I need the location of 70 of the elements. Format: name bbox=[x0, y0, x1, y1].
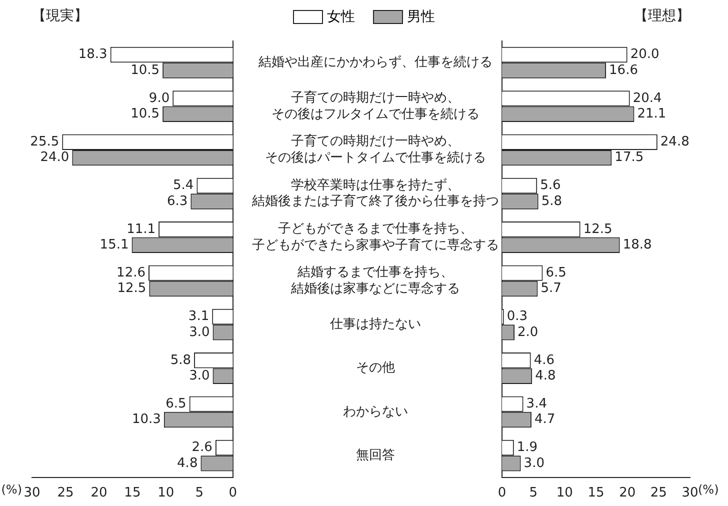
data-label: 3.0 bbox=[524, 456, 544, 471]
data-label: 10.5 bbox=[130, 106, 160, 122]
y-tick-label: 子育ての時期だけ一時やめ、その後はパートタイムで仕事を続ける bbox=[265, 133, 486, 166]
data-label: 24.0 bbox=[40, 150, 70, 166]
data-label: 21.1 bbox=[637, 106, 666, 122]
x-tick-label: 5 bbox=[529, 486, 538, 501]
x-tick-label: 5 bbox=[195, 486, 204, 501]
x-tick-label: 10 bbox=[158, 486, 174, 501]
data-label: 2.0 bbox=[518, 324, 538, 340]
x-tick-label: 0 bbox=[228, 486, 238, 501]
x-tick-label: 25 bbox=[57, 486, 74, 501]
x-tick-label: 30 bbox=[24, 486, 40, 501]
chart-title: 【理想】 bbox=[634, 8, 690, 24]
x-axis-title: (%) bbox=[698, 482, 719, 497]
data-label: 1.9 bbox=[516, 440, 538, 456]
data-label: 3.4 bbox=[526, 396, 547, 412]
data-label: 18.3 bbox=[78, 47, 108, 62]
data-label: 12.5 bbox=[117, 281, 146, 296]
data-label: 5.6 bbox=[540, 178, 561, 194]
data-label: 12.6 bbox=[116, 265, 146, 280]
y-tick-label: わからない bbox=[343, 404, 408, 420]
data-label: 6.5 bbox=[546, 265, 566, 280]
legend-label: 男性 bbox=[407, 8, 435, 26]
data-label: 17.5 bbox=[614, 150, 644, 166]
data-label: 4.6 bbox=[534, 352, 555, 368]
y-tick-label: その他 bbox=[356, 360, 395, 376]
y-tick-label: 無回答 bbox=[356, 448, 395, 463]
x-tick-label: 15 bbox=[588, 486, 604, 501]
data-label: 3.0 bbox=[189, 368, 210, 384]
data-label: 5.7 bbox=[540, 281, 562, 296]
data-label: 4.8 bbox=[535, 368, 556, 384]
x-tick-label: 25 bbox=[650, 486, 667, 501]
data-label: 2.6 bbox=[192, 440, 212, 456]
y-tick-label: 仕事は持たない bbox=[329, 316, 421, 332]
y-tick-label: 学校卒業時は仕事を持たず、結婚後または子育て終了後から仕事を持つ bbox=[251, 178, 499, 210]
y-tick-label: 子育ての時期だけ一時やめ、その後はフルタイムで仕事を続ける bbox=[272, 90, 480, 122]
x-tick-label: 30 bbox=[682, 486, 698, 501]
data-label: 5.8 bbox=[541, 194, 562, 209]
data-label: 4.8 bbox=[177, 456, 198, 471]
data-label: 4.7 bbox=[534, 412, 556, 428]
y-tick-label: 子どもができるまで仕事を持ち、子どもができたら家事や子育てに専念する bbox=[252, 222, 499, 253]
y-tick-label: 結婚するまで仕事を持ち、結婚後は家事などに専念する bbox=[290, 265, 460, 296]
data-label: 12.5 bbox=[583, 222, 612, 237]
data-label: 3.0 bbox=[189, 324, 210, 340]
y-tick-label: 結婚や出産にかかわらず、仕事を続ける bbox=[258, 54, 492, 70]
data-label: 20.0 bbox=[630, 47, 660, 62]
chart-title: 【現実】 bbox=[32, 8, 88, 24]
data-label: 3.1 bbox=[188, 309, 210, 324]
data-label: 0.3 bbox=[506, 309, 528, 324]
data-label: 24.8 bbox=[660, 134, 690, 150]
data-label: 10.3 bbox=[132, 412, 161, 428]
x-tick-label: 20 bbox=[90, 486, 108, 501]
data-label: 6.3 bbox=[166, 194, 188, 209]
data-label: 6.5 bbox=[166, 396, 186, 412]
data-label: 5.8 bbox=[170, 352, 192, 368]
x-tick-label: 20 bbox=[619, 486, 636, 501]
data-label: 9.0 bbox=[148, 90, 170, 106]
x-axis-title: (%) bbox=[1, 482, 22, 497]
x-tick-label: 10 bbox=[556, 486, 573, 501]
x-tick-label: 15 bbox=[124, 486, 141, 501]
data-label: 20.4 bbox=[632, 90, 662, 106]
data-label: 5.4 bbox=[173, 178, 194, 194]
text: 女性 bbox=[327, 8, 355, 26]
data-label: 15.1 bbox=[100, 238, 129, 253]
data-label: 18.8 bbox=[622, 238, 652, 253]
data-label: 25.5 bbox=[30, 134, 60, 150]
x-tick-label: 0 bbox=[498, 486, 506, 501]
data-label: 10.5 bbox=[130, 62, 160, 78]
data-label: 11.1 bbox=[126, 222, 156, 237]
data-label: 16.6 bbox=[609, 62, 638, 78]
